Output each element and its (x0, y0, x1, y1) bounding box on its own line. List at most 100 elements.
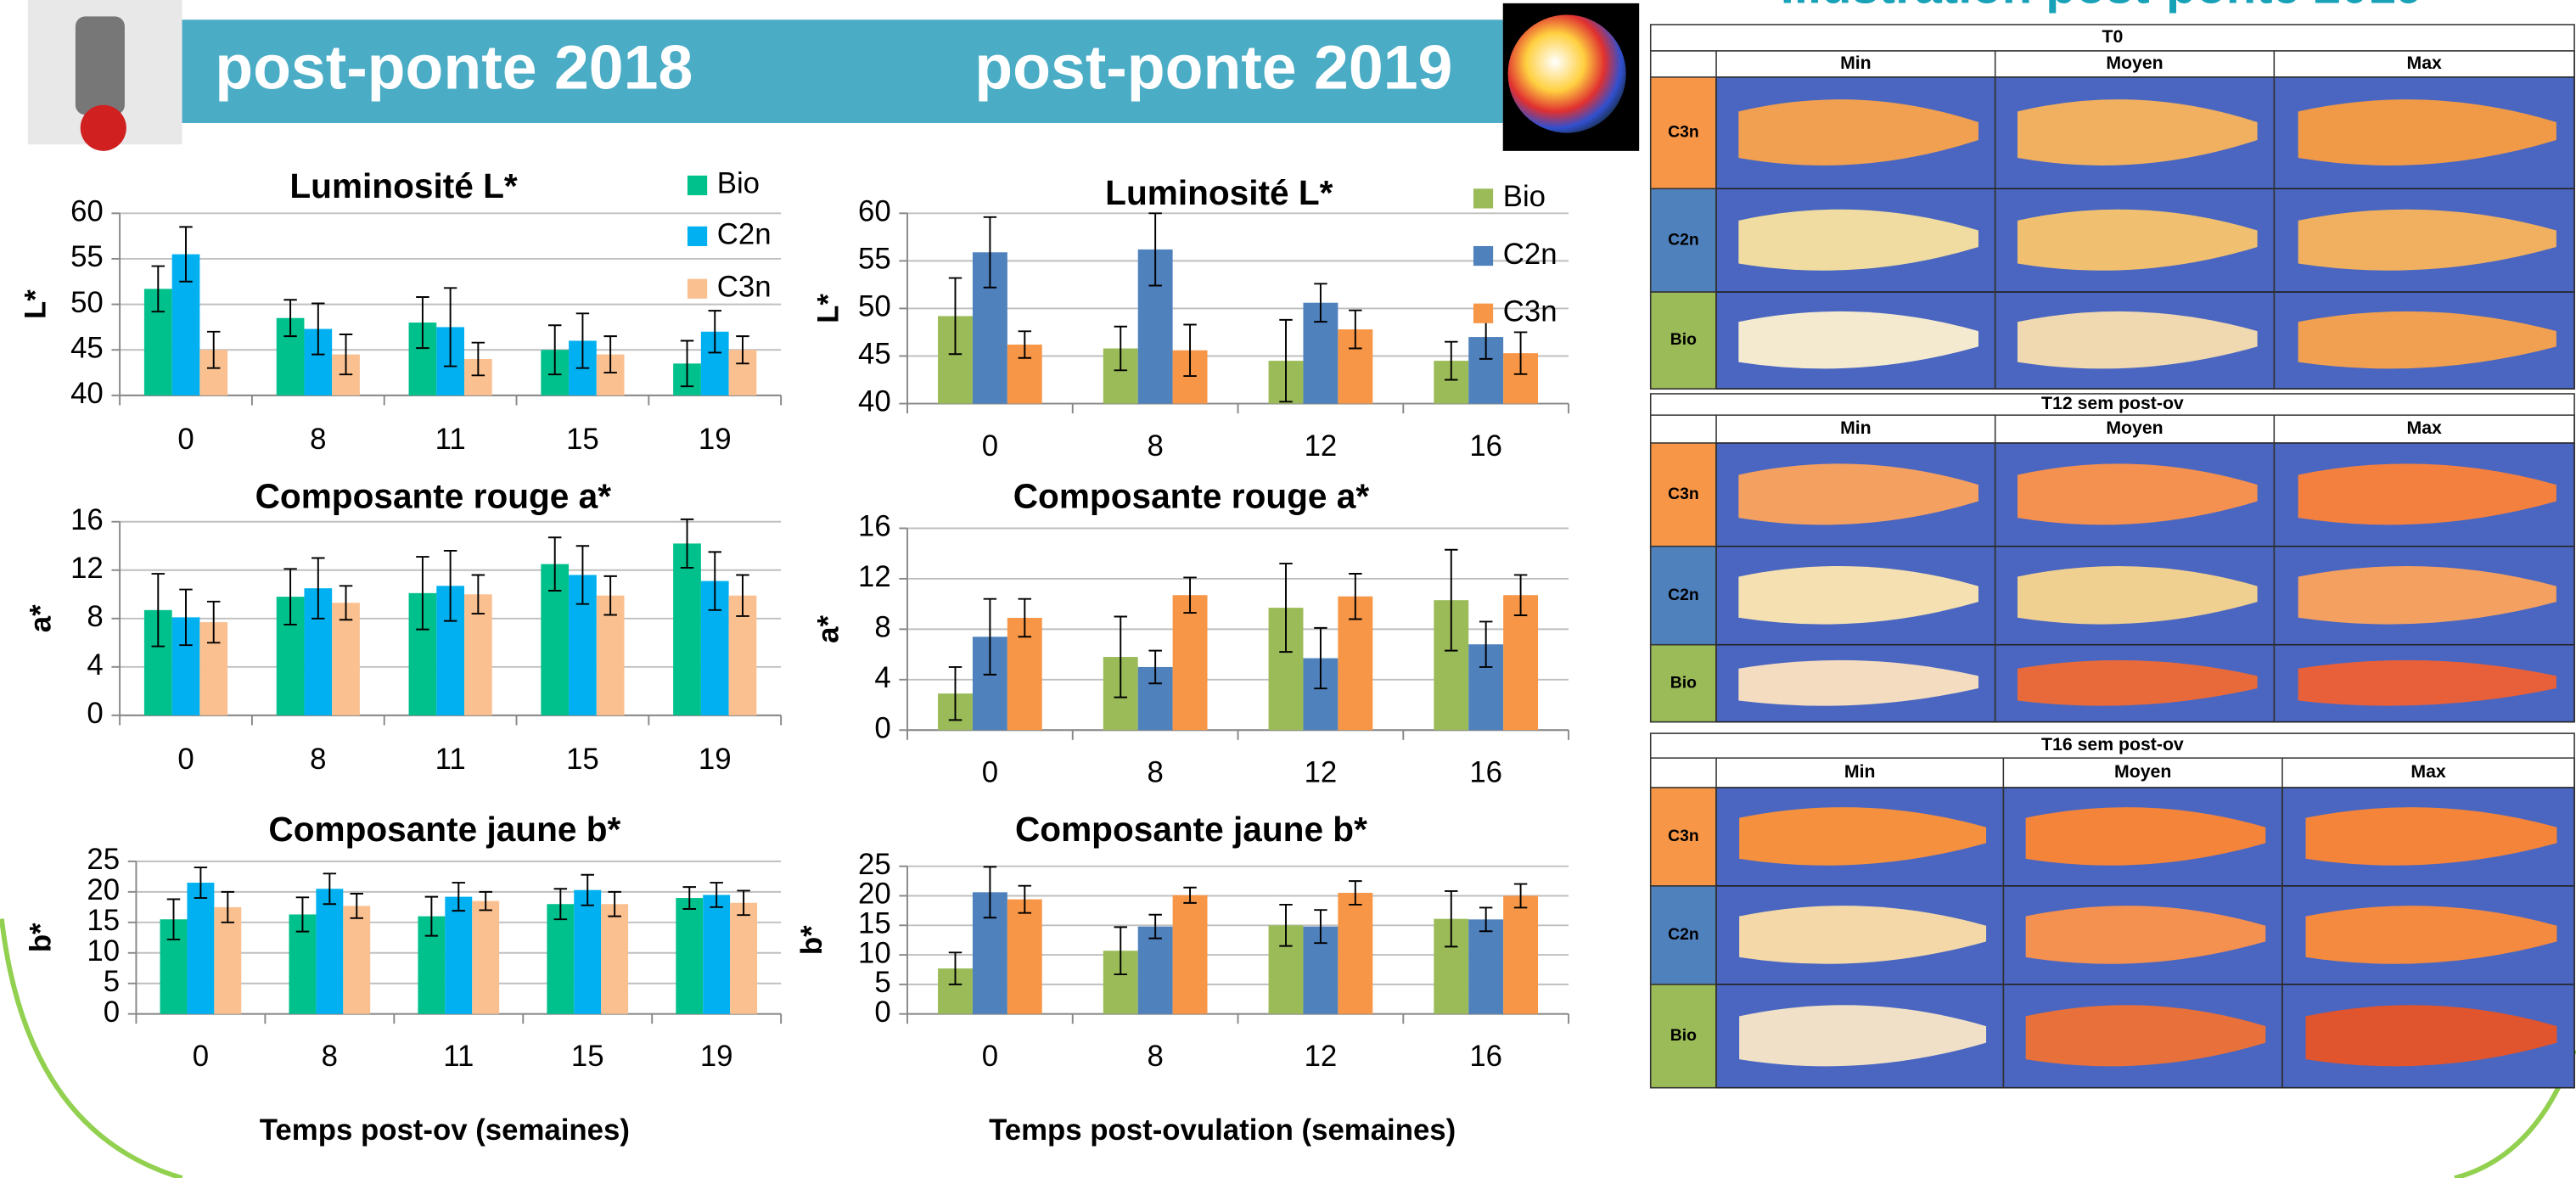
fish-fillet (1738, 209, 1978, 271)
error-bar (339, 585, 353, 621)
error-bar (575, 312, 590, 369)
bar (187, 883, 215, 1014)
error-bar (708, 551, 721, 611)
fish-fillet (2305, 807, 2557, 866)
error-bar (166, 898, 181, 940)
error-bar (1349, 880, 1362, 906)
error-bar (221, 890, 235, 923)
bar (445, 896, 473, 1014)
bar (1503, 595, 1539, 731)
error-bar (1513, 574, 1528, 616)
error-bar (479, 890, 492, 912)
fish-fillet (2298, 99, 2556, 165)
fish-fillet (2298, 209, 2556, 271)
table-title: T12 sem post-ov (2041, 393, 2184, 413)
error-bar (1349, 309, 1362, 350)
error-bar (323, 872, 337, 906)
legend-label: C3n (717, 271, 772, 303)
y-tick-label: 12 (858, 561, 891, 593)
y-tick-label: 0 (874, 712, 890, 744)
x-axis-label: Temps post-ovulation (semaines) (989, 1114, 1456, 1147)
row-header-cell (1649, 188, 1717, 293)
error-bar (471, 574, 485, 615)
y-tick-label: 12 (70, 553, 104, 585)
chart-title: Composante rouge a* (255, 476, 612, 515)
legend-swatch (1473, 188, 1494, 209)
y-tick-label: 10 (858, 937, 891, 969)
y-axis-label: L* (20, 289, 53, 319)
row-header-cell (1649, 984, 1717, 1089)
legend-swatch (1473, 245, 1494, 266)
fish-fillet (2298, 463, 2556, 525)
x-tick-label: 8 (1147, 430, 1163, 463)
error-bar (350, 893, 363, 919)
error-bar (1279, 903, 1293, 947)
error-bar (708, 310, 721, 354)
column-header: Moyen (2114, 761, 2171, 782)
error-bar (1314, 909, 1327, 945)
fish-fillet (2305, 1005, 2557, 1067)
error-bar (680, 518, 694, 569)
y-tick-label: 4 (874, 662, 890, 694)
bar (343, 906, 371, 1014)
x-tick-label: 19 (699, 424, 732, 456)
x-axis-label: Temps post-ov (semaines) (260, 1114, 630, 1147)
y-tick-label: 8 (874, 612, 890, 644)
error-bar (1279, 318, 1293, 403)
row-header: C2n (1668, 586, 1699, 604)
error-bar (737, 889, 750, 917)
error-bar (416, 296, 429, 350)
bar (1007, 899, 1042, 1014)
error-bar (983, 866, 997, 919)
bar (676, 898, 704, 1014)
x-tick-label: 15 (566, 424, 599, 456)
error-bar (443, 287, 457, 367)
y-tick-label: 55 (858, 244, 891, 276)
error-bar (603, 575, 617, 616)
x-tick-label: 11 (443, 1041, 474, 1073)
row-header: C2n (1668, 231, 1699, 249)
error-bar (680, 339, 694, 388)
error-bar (608, 890, 621, 917)
y-tick-label: 25 (87, 844, 120, 876)
fish-fillet (1738, 99, 1978, 165)
fish-fillet (2298, 311, 2556, 369)
error-bar (1114, 325, 1127, 372)
error-bar (1148, 913, 1162, 940)
fish-fillet (2025, 1005, 2266, 1067)
x-tick-label: 16 (1469, 430, 1502, 463)
x-tick-label: 8 (1147, 1041, 1163, 1073)
legend-swatch (687, 278, 708, 299)
y-tick-label: 40 (858, 386, 891, 418)
error-bar (1445, 340, 1458, 381)
fish-fillet (1738, 659, 1978, 706)
x-tick-label: 0 (177, 424, 194, 456)
y-axis-label: b* (25, 923, 57, 952)
chart-title: Composante jaune b* (1015, 810, 1367, 849)
x-tick-label: 15 (566, 743, 599, 776)
y-tick-label: 0 (874, 996, 890, 1029)
error-bar (547, 536, 562, 592)
y-tick-label: 60 (70, 195, 104, 227)
x-tick-label: 0 (982, 1041, 998, 1073)
bar (332, 603, 360, 715)
error-bar (1148, 649, 1162, 685)
error-bar (1114, 615, 1127, 698)
legend-label: Bio (717, 168, 760, 200)
error-bar (1314, 283, 1327, 323)
error-bar (1018, 330, 1032, 359)
fish-fillet (2017, 99, 2258, 165)
y-tick-label: 4 (87, 649, 103, 682)
error-bar (1279, 563, 1293, 654)
fish-fillet (2017, 311, 2258, 369)
y-tick-label: 20 (858, 878, 891, 911)
error-bar (1183, 323, 1197, 378)
x-tick-label: 11 (435, 743, 466, 776)
error-bar (1183, 576, 1197, 614)
error-bar (416, 556, 429, 631)
bar (1172, 595, 1208, 731)
x-tick-label: 8 (322, 1041, 338, 1073)
fish-fillet (1739, 807, 1987, 866)
bar (214, 906, 242, 1014)
x-tick-label: 12 (1305, 430, 1338, 463)
